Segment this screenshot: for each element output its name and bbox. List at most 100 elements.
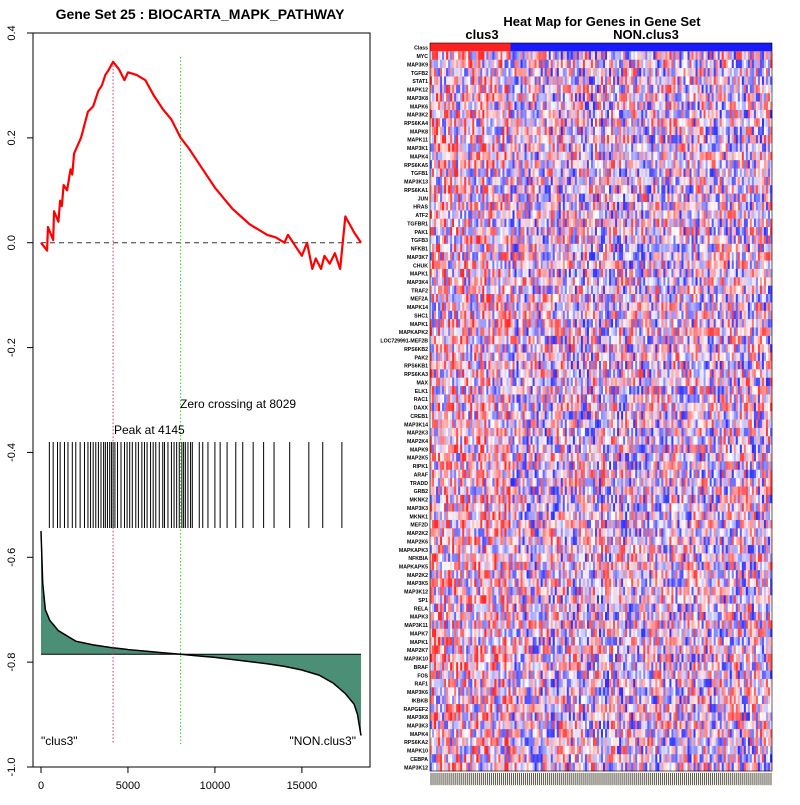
heatmap-cell (704, 143, 706, 152)
heatmap-cell (690, 60, 692, 69)
heatmap-cell (631, 51, 633, 60)
heatmap-cell (736, 277, 738, 286)
heatmap-cell (615, 235, 617, 244)
heatmap-cell (436, 93, 438, 102)
heatmap-cell (472, 135, 474, 144)
heatmap-cell (643, 235, 645, 244)
heatmap-cell (764, 118, 766, 127)
heatmap-cell (641, 235, 643, 244)
heatmap-cell (651, 135, 653, 144)
heatmap-cell (615, 127, 617, 136)
heatmap-cell (716, 277, 718, 286)
heatmap-cell (738, 252, 740, 261)
heatmap-cell (508, 76, 510, 85)
heatmap-cell (706, 219, 708, 228)
heatmap-cell (508, 85, 510, 94)
heatmap-cell (710, 202, 712, 211)
heatmap-cell (649, 185, 651, 194)
heatmap-cell (438, 143, 440, 152)
y-tick-label: -0.8 (6, 653, 18, 672)
heatmap-cell (597, 76, 599, 85)
heatmap-cell (529, 169, 531, 178)
heatmap-cell (450, 244, 452, 253)
heatmap-cell (708, 277, 710, 286)
heatmap-cell (577, 277, 579, 286)
heatmap-cell (551, 227, 553, 236)
heatmap-cell (585, 110, 587, 119)
heatmap-cell (756, 110, 758, 119)
heatmap-cell (587, 219, 589, 228)
heatmap-cell (724, 185, 726, 194)
heatmap-cell (541, 51, 543, 60)
heatmap-cell (716, 110, 718, 119)
heatmap-cell (696, 118, 698, 127)
heatmap-cell (732, 261, 734, 270)
heatmap-cell (623, 244, 625, 253)
heatmap-cell (617, 235, 619, 244)
heatmap-cell (466, 177, 468, 186)
heatmap-cell (444, 277, 446, 286)
heatmap-cell (551, 194, 553, 203)
heatmap-cell (675, 143, 677, 152)
heatmap-cell (517, 127, 519, 136)
heatmap-cell (432, 210, 434, 219)
heatmap-cell (581, 286, 583, 295)
heatmap-cell (746, 194, 748, 203)
heatmap-cell (744, 235, 746, 244)
heatmap-cell (645, 235, 647, 244)
heatmap-cell (496, 160, 498, 169)
heatmap-cell (466, 51, 468, 60)
heatmap-cell (685, 68, 687, 77)
heatmap-cell (476, 277, 478, 286)
heatmap-cell (468, 160, 470, 169)
heatmap-cell (625, 210, 627, 219)
heatmap-cell (454, 177, 456, 186)
heatmap-cell (663, 177, 665, 186)
heatmap-cell (738, 160, 740, 169)
heatmap-cell (742, 210, 744, 219)
heatmap-cell (688, 252, 690, 261)
heatmap-cell (553, 118, 555, 127)
heatmap-cell (671, 252, 673, 261)
heatmap-cell (694, 202, 696, 211)
heatmap-cell (585, 227, 587, 236)
heatmap-cell (541, 160, 543, 169)
heatmap-cell (639, 244, 641, 253)
heatmap-cell (639, 202, 641, 211)
heatmap-cell (430, 60, 432, 69)
heatmap-cell (436, 152, 438, 161)
heatmap-cell (677, 169, 679, 178)
heatmap-cell (490, 110, 492, 119)
heatmap-cell (563, 235, 565, 244)
heatmap-cell (434, 244, 436, 253)
heatmap-cell (754, 227, 756, 236)
heatmap-cell (728, 127, 730, 136)
heatmap-cell (669, 135, 671, 144)
heatmap-cell (478, 152, 480, 161)
heatmap-cell (535, 169, 537, 178)
heatmap-cell (567, 68, 569, 77)
heatmap-cell (581, 219, 583, 228)
heatmap-cell (456, 135, 458, 144)
heatmap-cell (529, 68, 531, 77)
heatmap-cell (712, 269, 714, 278)
heatmap-cell (647, 286, 649, 295)
heatmap-cell (506, 244, 508, 253)
heatmap-cell (702, 118, 704, 127)
heatmap-cell (466, 118, 468, 127)
heatmap-cell (673, 261, 675, 270)
heatmap-cell (700, 152, 702, 161)
heatmap-cell (696, 194, 698, 203)
heatmap-cell (675, 202, 677, 211)
heatmap-cell (438, 194, 440, 203)
heatmap-cell (458, 143, 460, 152)
heatmap-cell (653, 210, 655, 219)
heatmap-cell (659, 60, 661, 69)
heatmap-cell (603, 152, 605, 161)
heatmap-cell (446, 235, 448, 244)
heatmap-cell (685, 60, 687, 69)
heatmap-cell (464, 143, 466, 152)
heatmap-cell (653, 76, 655, 85)
heatmap-cell (593, 277, 595, 286)
heatmap-cell (472, 68, 474, 77)
